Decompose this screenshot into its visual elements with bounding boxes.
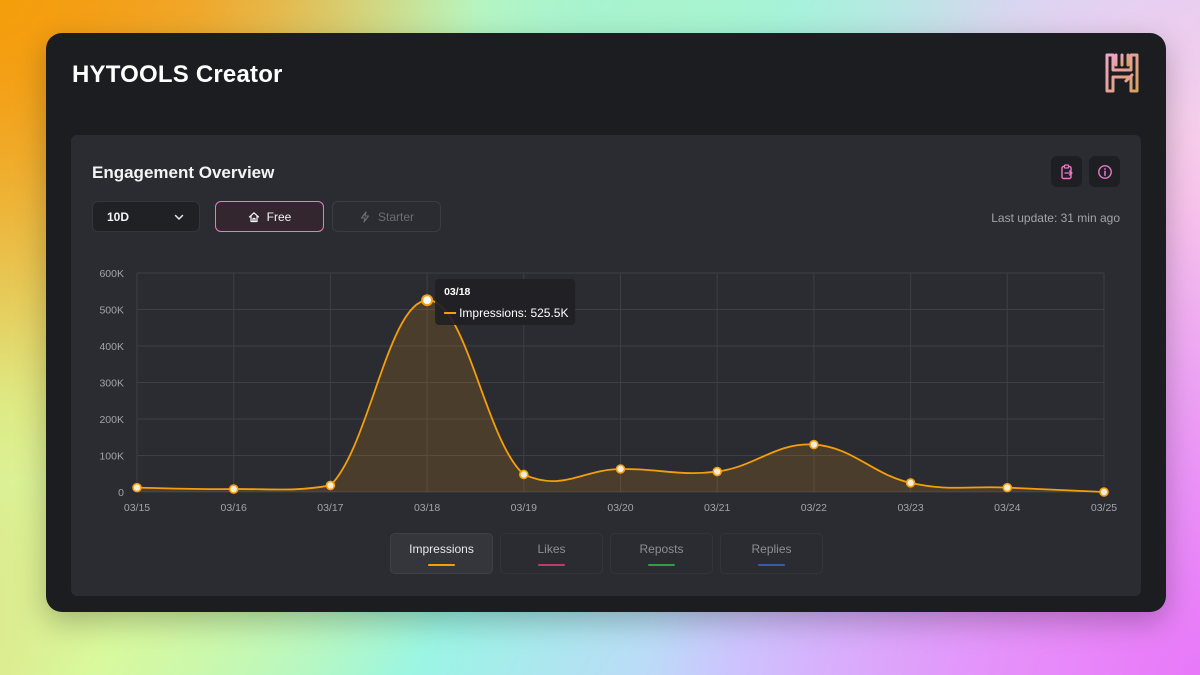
bolt-icon [360,210,370,223]
x-tick-label: 03/21 [704,502,730,514]
legend-replies[interactable]: Replies [720,533,823,574]
impressions-point [1099,487,1109,497]
legend-impressions-label: Impressions [409,541,474,556]
range-select[interactable]: 10D [92,201,200,232]
legend-impressions[interactable]: Impressions [390,533,493,574]
legend-likes-swatch [538,563,565,566]
legend-replies-label: Replies [751,541,792,556]
info-button[interactable] [1089,156,1120,187]
impressions-point [228,484,239,494]
impressions-point [518,469,529,480]
hytools-logo [1102,51,1142,95]
tooltip-date: 03/18 [444,286,470,298]
legend-replies-swatch [758,563,785,566]
plan-starter-label: Starter [377,209,414,224]
legend-reposts-label: Reposts [639,541,684,556]
tooltip-value: Impressions: 525.5K [459,306,568,320]
x-tick-label: 03/19 [511,502,537,514]
legend-reposts[interactable]: Reposts [610,533,713,574]
y-tick-label: 600K [99,268,124,280]
y-tick-label: 400K [99,341,124,353]
y-tick-label: 300K [99,378,124,390]
x-tick-label: 03/15 [124,502,150,514]
impressions-point [1002,482,1013,493]
chevron-down-icon [174,214,184,220]
app-window: HYTOOLS Creator Engagement Overview [46,33,1166,612]
legend-likes[interactable]: Likes [500,533,603,574]
impressions-point [132,482,142,493]
x-tick-label: 03/22 [801,502,827,514]
x-tick-label: 03/24 [994,502,1020,514]
impressions-point-active [421,294,434,307]
impressions-point [325,480,336,491]
legend-impressions-swatch [428,563,455,566]
info-icon [1097,164,1112,179]
home-icon [248,211,259,222]
y-tick-label: 0 [118,487,124,499]
app-title: HYTOOLS Creator [72,61,283,88]
x-tick-label: 03/18 [414,502,440,514]
last-update-text: Last update: 31 min ago [991,211,1120,225]
x-tick-label: 03/20 [607,502,633,514]
y-tick-label: 200K [99,414,124,426]
tooltip-box [435,279,576,325]
x-tick-label: 03/17 [317,502,343,514]
range-select-value: 10D [107,209,130,224]
impressions-area [137,300,1104,492]
y-tick-label: 100K [99,451,124,463]
impressions-point [615,464,626,474]
impressions-point [905,478,916,488]
impressions-point [809,439,819,450]
clipboard-button[interactable] [1051,156,1082,187]
x-tick-label: 03/23 [897,502,923,514]
impressions-line [136,299,1105,493]
plan-free-button[interactable]: Free [215,201,324,232]
y-tick-label: 500K [99,305,124,317]
plan-starter-button[interactable]: Starter [332,201,441,232]
x-tick-label: 03/25 [1091,502,1117,514]
plan-free-label: Free [266,209,292,224]
impressions-point [712,466,723,477]
panel-title: Engagement Overview [92,163,275,182]
legend-likes-label: Likes [537,541,566,556]
chart-legend: Impressions Likes Reposts Replies [390,533,823,574]
x-tick-label: 03/16 [221,502,247,514]
clipboard-icon [1060,163,1073,179]
engagement-panel: Engagement Overview 10D [71,135,1141,596]
legend-reposts-swatch [648,563,675,566]
